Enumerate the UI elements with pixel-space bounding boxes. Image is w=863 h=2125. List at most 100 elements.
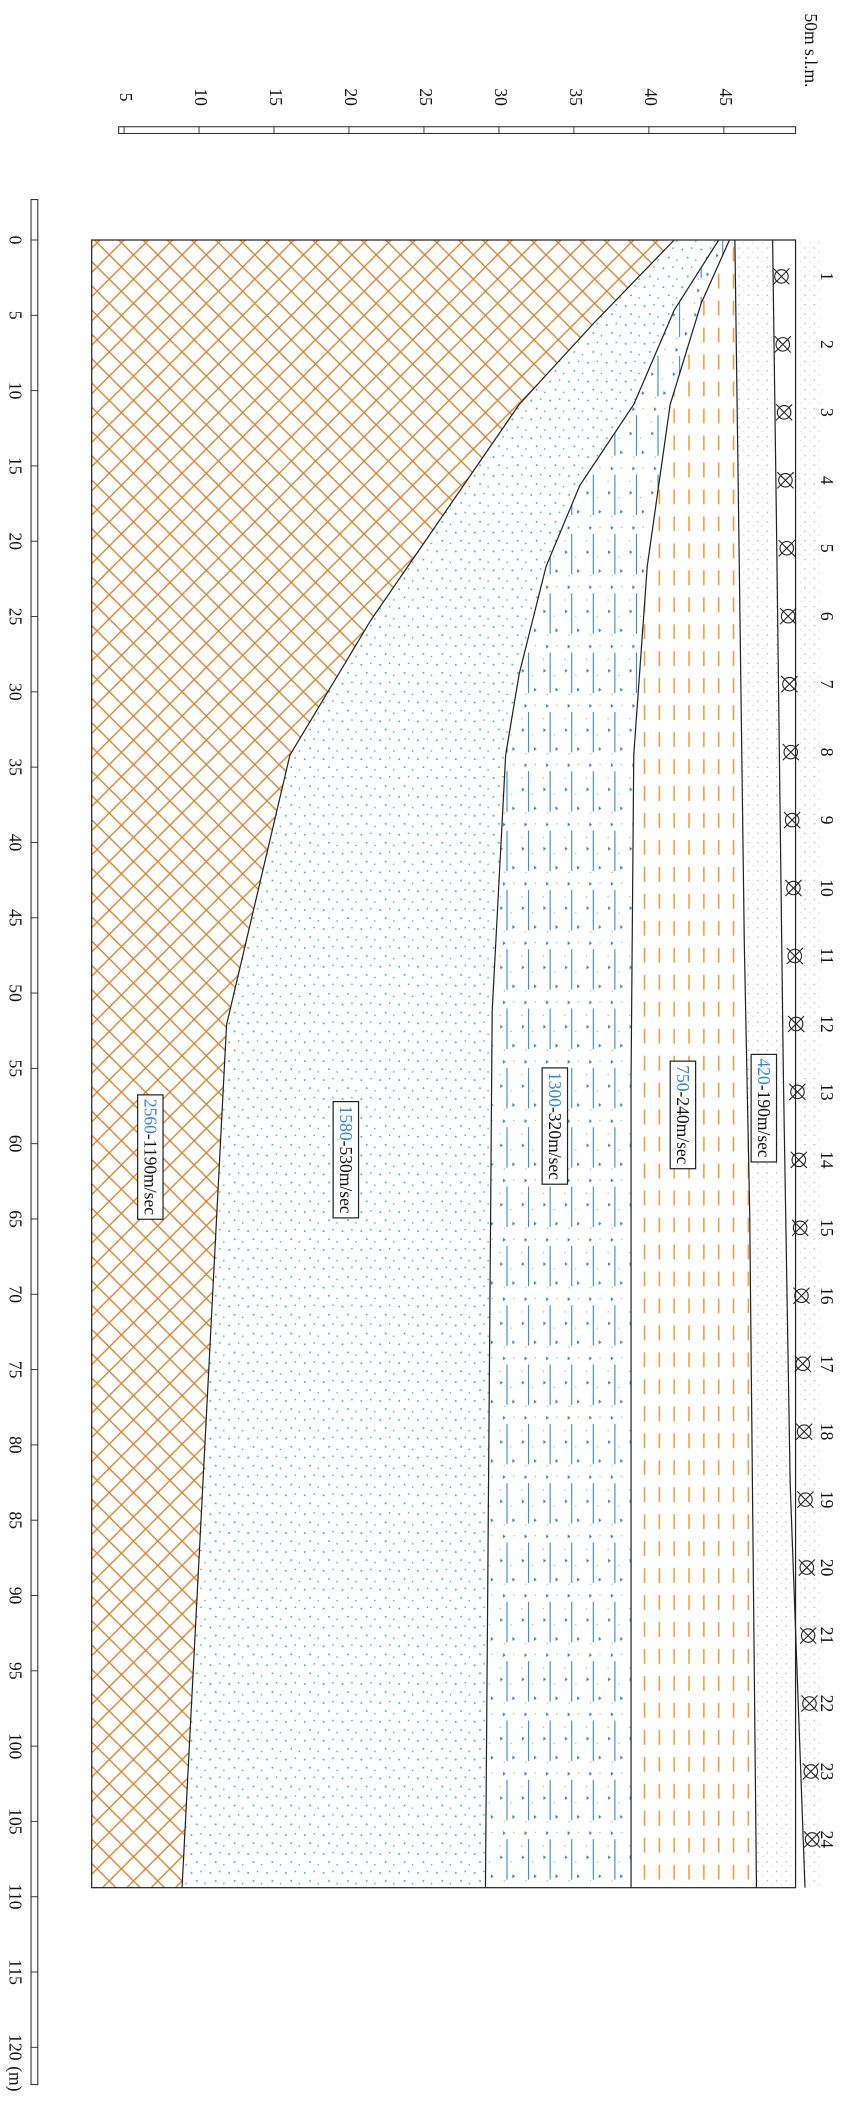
distance-tick-label: 60 bbox=[5, 1135, 25, 1153]
geophone bbox=[796, 1424, 812, 1439]
distance-tick-label: 15 bbox=[5, 457, 25, 475]
geophone bbox=[782, 676, 797, 692]
distance-tick-label: 120 bbox=[5, 2034, 25, 2061]
geophone bbox=[783, 744, 799, 760]
label-box bbox=[137, 1094, 164, 1220]
geophone-cross bbox=[790, 1151, 808, 1169]
geophone-cross bbox=[783, 811, 801, 829]
geophone-cross bbox=[774, 335, 792, 353]
geophone-label: 23 bbox=[817, 1763, 837, 1781]
boundaries bbox=[181, 239, 806, 1888]
geophone-cross bbox=[775, 403, 793, 421]
geophone-label: 20 bbox=[817, 1559, 837, 1577]
axes: 5 10 15 20 25 30 35 40 45 50m s.l.m. 0 5 10 15 20 25 30 3… bbox=[5, 13, 821, 2091]
geophone-label: 9 bbox=[817, 816, 837, 825]
geophone bbox=[776, 405, 792, 420]
layer-label: 1580-530m/sec bbox=[332, 1100, 360, 1219]
distance-tick-label: 5 bbox=[5, 311, 25, 320]
distance-tick-label: 85 bbox=[5, 1511, 25, 1529]
geophone-label: 13 bbox=[817, 1083, 837, 1101]
geophone-label: 24 bbox=[817, 1831, 837, 1849]
geophone bbox=[800, 1628, 816, 1643]
geophone-cross bbox=[796, 1491, 814, 1509]
geophone-label: 16 bbox=[817, 1287, 837, 1305]
distance-tick-label: 75 bbox=[5, 1361, 25, 1379]
layer-velocity: 750 bbox=[673, 1065, 693, 1092]
geophone-label: 4 bbox=[817, 476, 837, 485]
geophone-cross bbox=[795, 1423, 813, 1441]
geophone bbox=[790, 1084, 805, 1100]
layer-range: -190m/sec bbox=[754, 1085, 774, 1158]
geophone-cross bbox=[778, 539, 796, 557]
elevation-axis-title: 50m s.l.m. bbox=[801, 13, 821, 87]
section bbox=[91, 239, 823, 1889]
layer-text: 1580-530m/sec bbox=[336, 1106, 356, 1214]
geophone-label: 1 bbox=[817, 272, 837, 281]
distance-tick-label: 105 bbox=[5, 1808, 25, 1835]
elevation-tick-label: 45 bbox=[716, 88, 736, 106]
geophone bbox=[779, 540, 795, 556]
boundary bbox=[630, 239, 731, 1888]
distance-tick-label: 20 bbox=[5, 532, 25, 550]
geophone-cross bbox=[798, 1559, 816, 1577]
geophone-label: 19 bbox=[817, 1491, 837, 1509]
label-box bbox=[541, 1067, 569, 1185]
geophone-cross bbox=[802, 1762, 820, 1780]
label-box bbox=[332, 1100, 360, 1219]
geophone bbox=[780, 608, 796, 624]
distance-tick-label: 45 bbox=[5, 909, 25, 927]
layer-label: 420-190m/sec bbox=[750, 1053, 778, 1163]
geophone-label: 22 bbox=[817, 1695, 837, 1713]
distance-tick-label: 65 bbox=[5, 1210, 25, 1228]
geophone bbox=[784, 812, 800, 828]
elevation-tick-label: 35 bbox=[566, 88, 586, 106]
layer-label: 1300-320m/sec bbox=[541, 1067, 569, 1185]
distance-tick-label: 0 bbox=[5, 236, 25, 245]
geophone-cross bbox=[799, 1627, 817, 1645]
geophone-label: 12 bbox=[817, 1015, 837, 1033]
distance-tick-label: 80 bbox=[5, 1436, 25, 1454]
layer-velocity: 1300 bbox=[545, 1072, 565, 1107]
layer-text: 420-190m/sec bbox=[754, 1058, 774, 1157]
geophone-label: 6 bbox=[817, 612, 837, 621]
geophone-cross bbox=[788, 1083, 806, 1101]
distance-tick-label: 55 bbox=[5, 1060, 25, 1078]
geophone-cross bbox=[772, 267, 790, 285]
geophone-cross bbox=[786, 947, 804, 965]
distance-tick-label: 100 bbox=[5, 1733, 25, 1760]
boundary bbox=[484, 239, 720, 1888]
geophone-label: 18 bbox=[817, 1423, 837, 1441]
distance-unit: (m) bbox=[5, 2066, 25, 2091]
geophone-cross bbox=[800, 1695, 818, 1712]
distance-tick-label: 110 bbox=[5, 1884, 25, 1910]
elevation-tick-label: 25 bbox=[416, 88, 436, 106]
geophone-label: 15 bbox=[817, 1219, 837, 1237]
geophone-label: 3 bbox=[817, 408, 837, 417]
layer-range: -530m/sec bbox=[336, 1141, 356, 1214]
geophone bbox=[804, 1832, 820, 1847]
elevation-bar bbox=[118, 126, 797, 135]
boundary bbox=[734, 239, 758, 1888]
geophone-cross bbox=[792, 1287, 810, 1305]
layer-text: 1300-320m/sec bbox=[545, 1072, 565, 1180]
distance-tick-label: 35 bbox=[5, 758, 25, 776]
layer-range: -1190m/sec bbox=[140, 1134, 160, 1215]
layer-label: 2560-1190m/sec bbox=[137, 1094, 164, 1220]
geophone-label: 10 bbox=[817, 879, 837, 897]
geophone-cross bbox=[803, 1830, 821, 1848]
distance-tick-label: 115 bbox=[5, 1959, 25, 1985]
geophone-cross bbox=[784, 879, 802, 897]
geophone-label: 17 bbox=[817, 1355, 837, 1373]
geophone bbox=[791, 1152, 807, 1168]
air bbox=[772, 240, 805, 1888]
geophone-cross bbox=[779, 607, 797, 625]
geophone-label: 2 bbox=[817, 340, 837, 349]
layer-range: -320m/sec bbox=[545, 1107, 565, 1180]
geophone-cross bbox=[791, 1219, 809, 1237]
boundary bbox=[181, 239, 675, 1888]
geophone bbox=[792, 1220, 808, 1236]
geophone-label: 21 bbox=[817, 1627, 837, 1645]
elevation-tick-label: 15 bbox=[266, 88, 286, 106]
